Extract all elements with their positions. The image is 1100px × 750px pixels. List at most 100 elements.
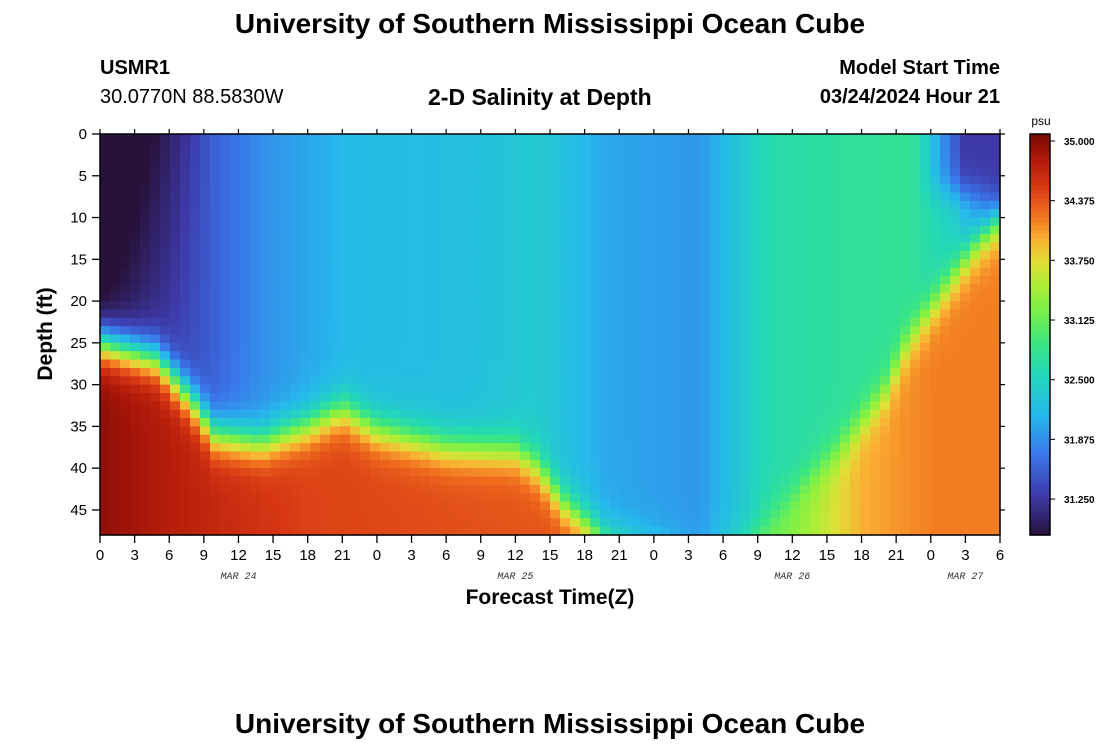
heatmap-cell	[720, 175, 731, 185]
heatmap-cell	[480, 518, 491, 528]
heatmap-cell	[470, 142, 481, 152]
heatmap-cell	[370, 167, 381, 177]
heatmap-cell	[680, 209, 691, 219]
heatmap-cell	[850, 217, 861, 227]
heatmap-cell	[350, 392, 361, 402]
heatmap-cell	[900, 501, 911, 511]
heatmap-cell	[880, 317, 891, 327]
heatmap-cell	[980, 526, 991, 536]
heatmap-cell	[600, 184, 611, 194]
heatmap-cell	[110, 242, 121, 252]
heatmap-cell	[990, 167, 1001, 177]
heatmap-cell	[130, 418, 141, 427]
heatmap-cell	[400, 509, 411, 519]
heatmap-cell	[270, 468, 281, 478]
heatmap-cell	[420, 476, 431, 486]
heatmap-cell	[870, 451, 881, 461]
heatmap-cell	[240, 267, 251, 277]
heatmap-cell	[110, 276, 121, 285]
heatmap-cell	[830, 142, 841, 152]
heatmap-cell	[910, 317, 921, 327]
heatmap-cell	[870, 317, 881, 327]
heatmap-cell	[410, 276, 421, 285]
heatmap-cell	[660, 484, 671, 494]
heatmap-cell	[360, 209, 371, 219]
heatmap-cell	[330, 225, 341, 235]
heatmap-cell	[890, 184, 901, 194]
heatmap-cell	[480, 401, 491, 411]
heatmap-cell	[250, 443, 261, 453]
heatmap-cell	[470, 501, 481, 511]
heatmap-cell	[400, 518, 411, 528]
heatmap-cell	[160, 367, 171, 377]
heatmap-cell	[900, 426, 911, 436]
heatmap-cell	[100, 418, 111, 427]
heatmap-cell	[500, 159, 511, 169]
heatmap-cell	[840, 150, 851, 160]
heatmap-cell	[930, 418, 941, 427]
heatmap-cell	[490, 401, 501, 411]
heatmap-cell	[450, 418, 461, 427]
heatmap-cell	[570, 384, 581, 394]
heatmap-cell	[350, 150, 361, 160]
heatmap-cell	[740, 468, 751, 478]
heatmap-cell	[610, 250, 621, 260]
heatmap-cell	[190, 434, 201, 444]
heatmap-cell	[200, 401, 211, 411]
heatmap-cell	[500, 401, 511, 411]
heatmap-cell	[140, 409, 151, 419]
heatmap-cell	[590, 284, 601, 294]
heatmap-cell	[260, 150, 271, 160]
heatmap-cell	[630, 476, 641, 486]
heatmap-cell	[200, 301, 211, 311]
heatmap-cell	[280, 200, 291, 210]
heatmap-cell	[570, 317, 581, 327]
heatmap-cell	[660, 459, 671, 469]
heatmap-cell	[360, 367, 371, 377]
heatmap-cell	[340, 150, 351, 160]
heatmap-cell	[870, 418, 881, 427]
heatmap-cell	[140, 418, 151, 427]
heatmap-cell	[560, 234, 571, 244]
heatmap-cell	[110, 326, 121, 336]
heatmap-cell	[530, 326, 541, 336]
heatmap-cell	[480, 167, 491, 177]
heatmap-cell	[950, 342, 961, 352]
heatmap-cell	[280, 493, 291, 503]
heatmap-cell	[760, 459, 771, 469]
heatmap-cell	[280, 418, 291, 427]
heatmap-cell	[200, 468, 211, 478]
heatmap-cell	[940, 434, 951, 444]
heatmap-cell	[660, 217, 671, 227]
heatmap-cell	[440, 426, 451, 436]
heatmap-cell	[390, 150, 401, 160]
heatmap-cell	[740, 134, 751, 143]
heatmap-cell	[910, 209, 921, 219]
heatmap-cell	[560, 359, 571, 369]
heatmap-cell	[190, 459, 201, 469]
heatmap-cell	[280, 434, 291, 444]
heatmap-cell	[920, 326, 931, 336]
heatmap-cell	[470, 276, 481, 285]
heatmap-cell	[760, 200, 771, 210]
colorbar-segment	[1030, 502, 1050, 508]
heatmap-cell	[200, 175, 211, 185]
heatmap-cell	[160, 409, 171, 419]
heatmap-cell	[790, 334, 801, 344]
heatmap-cell	[390, 142, 401, 152]
heatmap-cell	[590, 150, 601, 160]
heatmap-cell	[190, 509, 201, 519]
heatmap-cell	[420, 209, 431, 219]
heatmap-cell	[750, 259, 761, 269]
heatmap-cell	[630, 459, 641, 469]
heatmap-cell	[900, 509, 911, 519]
heatmap-cell	[490, 359, 501, 369]
heatmap-cell	[940, 276, 951, 285]
heatmap-cell	[590, 501, 601, 511]
heatmap-cell	[530, 426, 541, 436]
heatmap-cell	[200, 200, 211, 210]
heatmap-cell	[540, 509, 551, 519]
heatmap-cell	[890, 292, 901, 302]
heatmap-cell	[750, 443, 761, 453]
heatmap-cell	[260, 384, 271, 394]
